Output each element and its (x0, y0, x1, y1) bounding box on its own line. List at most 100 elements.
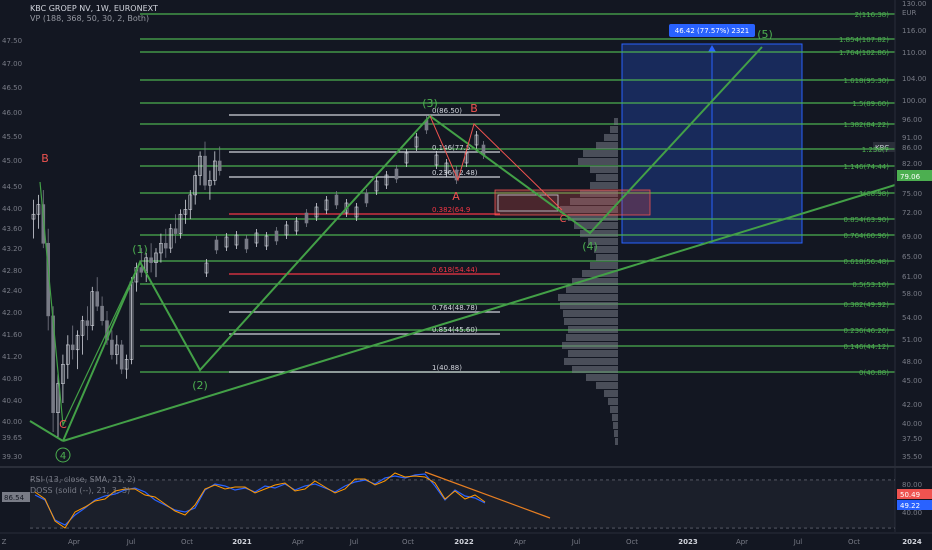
time-axis-label: Apr (514, 538, 526, 546)
current-price-badge (897, 170, 932, 181)
wave-label: 4 (60, 451, 66, 462)
time-axis-label: Z (2, 538, 7, 546)
left-axis-tick: 41.60 (2, 331, 22, 339)
trendline (62, 184, 896, 442)
candle-body (203, 155, 207, 186)
wave-label-b-left: B (41, 152, 49, 165)
time-axis-label: Jul (571, 538, 581, 546)
time-axis-label: Jul (793, 538, 803, 546)
candle-body (384, 174, 389, 186)
candle-body (254, 232, 259, 244)
volume-profile-bar (580, 230, 618, 237)
volume-profile-bar (560, 206, 618, 213)
wave-label-c: C (560, 214, 567, 225)
right-axis-tick: 72.00 (902, 209, 922, 217)
left-axis-tick: 40.00 (2, 418, 22, 426)
fib-extension-label: 1(68.98) (859, 190, 889, 198)
time-axis-label: 2021 (232, 538, 252, 546)
candle-body (224, 236, 229, 248)
volume-profile-bar (596, 142, 618, 149)
wave-4-circle (55, 447, 71, 463)
rsi-axis-tick: 40.00 (902, 509, 922, 517)
right-axis-tick: 65.00 (902, 253, 922, 261)
fib-extension-label: 0.5(53.10) (852, 281, 889, 289)
candle-body (36, 204, 41, 215)
fib-extension-label: 1.382(84.22) (843, 121, 889, 129)
left-price-badge (2, 492, 30, 502)
fib-extension-label: 1.146(74.44) (843, 163, 889, 171)
candle-body (414, 136, 419, 148)
candle-body (314, 206, 319, 218)
volume-profile-bar (566, 286, 618, 293)
candle-body (75, 334, 80, 351)
time-axis-label: 2024 (902, 538, 922, 546)
volume-profile-bar (594, 246, 618, 253)
rsi-trendline (424, 471, 551, 519)
candle-body (100, 305, 104, 322)
right-axis-tick: 69.00 (902, 233, 922, 241)
volume-profile-bar (572, 366, 618, 373)
right-axis-tick: 130.00 (902, 0, 927, 8)
wave-label: (5) (757, 28, 773, 41)
candle-body (119, 344, 124, 370)
volume-profile-bar (614, 430, 618, 437)
fib-extension-label: 1.764(102.86) (839, 49, 889, 57)
candle-body (464, 152, 469, 164)
candle-body (178, 213, 183, 234)
rsi-band-fill (30, 480, 895, 528)
volume-profile-bar (568, 326, 618, 333)
left-axis-tick: 40.80 (2, 375, 22, 383)
volume-profile-bar (615, 438, 618, 445)
rsi-signal-line (34, 472, 486, 529)
candle-body (434, 154, 439, 166)
candle-body (394, 168, 399, 180)
rsi-legend-line2: DOSS (solid (--), 21, 3, 3) (30, 486, 131, 495)
fib-extension-label: 1.854(107.82) (839, 36, 889, 44)
right-axis-tick: 45.00 (902, 377, 922, 385)
elliott-wave-path (62, 46, 763, 442)
left-axis-tick: 40.40 (2, 397, 22, 405)
symbol-tag-label: KBC (875, 144, 889, 152)
right-axis-tick: 91.00 (902, 134, 922, 142)
volume-profile-bar (596, 174, 618, 181)
volume-profile-bar (582, 270, 618, 277)
candle-body (213, 160, 217, 181)
candle-body (80, 320, 85, 336)
candle-body (454, 169, 459, 181)
left-axis-tick: 44.00 (2, 205, 22, 213)
left-axis-tick: 39.30 (2, 453, 22, 461)
right-axis-tick: 51.00 (902, 336, 922, 344)
fib-retracement-label: 0.854(45.60) (432, 326, 478, 334)
candle-body (124, 359, 129, 370)
fib-extension-label: 0.764(60.96) (843, 232, 889, 240)
right-axis-tick: EUR (902, 9, 917, 17)
fib-retracement-label: 0.764(48.78) (432, 304, 478, 312)
rsi-axis-tick: 80.00 (902, 481, 922, 489)
wave-label: (2) (192, 379, 208, 392)
candle-body (264, 235, 269, 247)
volume-profile-bar (590, 166, 618, 173)
left-axis-tick: 45.50 (2, 133, 22, 141)
fib-extension-label: 0.618(56.48) (843, 258, 889, 266)
candle-body (183, 209, 188, 215)
right-axis-tick: 96.00 (902, 116, 922, 124)
time-axis-bg (0, 533, 932, 550)
candle-body (217, 160, 222, 171)
candle-body (198, 155, 202, 176)
volume-profile-bar (562, 342, 618, 349)
time-axis-label: Oct (402, 538, 414, 546)
value-area-box (494, 189, 651, 216)
candle-body (31, 213, 36, 220)
symbol-tag (873, 142, 895, 152)
rsi-signal-badge (897, 500, 932, 510)
volume-profile-bar (590, 262, 618, 269)
candle-body (85, 320, 90, 326)
volume-profile-bar (613, 422, 618, 429)
candle-body (41, 204, 46, 244)
time-axis-label: Oct (626, 538, 638, 546)
candle-body (164, 242, 168, 249)
fib-extension-label: 1.5(89.60) (852, 100, 889, 108)
left-axis-tick: 47.00 (2, 60, 22, 68)
fib-extension-label: 2(116.38) (855, 11, 890, 19)
